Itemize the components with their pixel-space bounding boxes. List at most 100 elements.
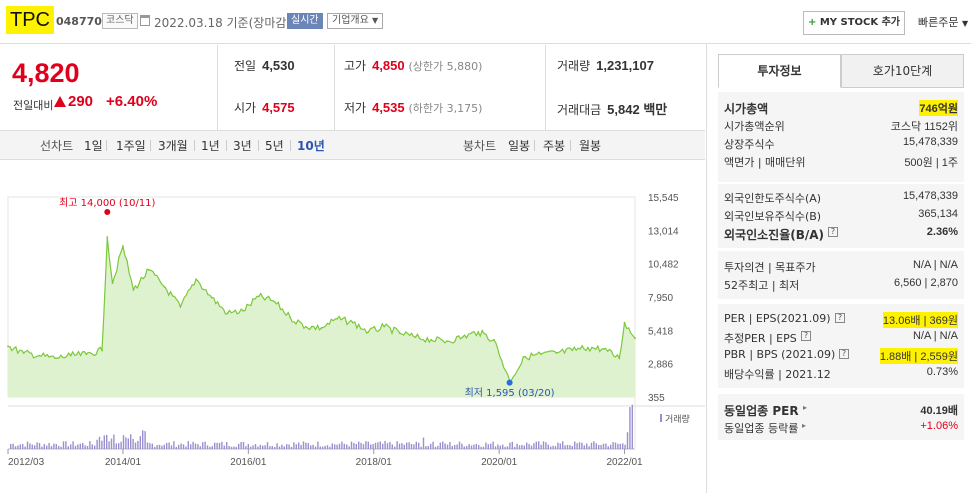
volume-bar <box>132 439 134 449</box>
info-value: N/A | N/A <box>912 259 958 271</box>
volume-bar <box>182 444 185 449</box>
volume-bar <box>168 442 170 449</box>
volume-bar <box>631 404 633 449</box>
info-key: PER | EPS(2021.09) <box>724 312 831 325</box>
volume-bar <box>398 443 401 449</box>
candle-monthly[interactable]: 월봉 <box>579 139 602 153</box>
info-key: 52주최고 | 최저 <box>724 279 800 292</box>
volume-bar <box>288 444 290 449</box>
period-1w[interactable]: 1주일 <box>116 139 146 153</box>
info-value: 15,478,339 <box>902 136 958 148</box>
volume-bar <box>209 446 211 449</box>
y-tick-label: 7,950 <box>648 293 673 304</box>
volume-bar <box>314 446 317 449</box>
volume-bar <box>331 443 333 449</box>
add-mystock-button[interactable]: + MY STOCK 추가 <box>803 11 905 35</box>
volume-bar <box>444 443 446 449</box>
volume-bar <box>610 444 612 449</box>
volume-bar <box>494 446 497 449</box>
volume-bar <box>180 443 182 449</box>
volume-bar <box>449 442 451 449</box>
period-10y[interactable]: 10년 <box>297 139 325 153</box>
volume-bar <box>319 446 321 449</box>
price-point <box>555 352 558 354</box>
base-date: 2022.03.18 기준(장마감) <box>154 16 292 30</box>
volume-bar <box>396 441 398 449</box>
volume-bar <box>264 445 266 449</box>
info-value: 1.88배 | 2,559원 <box>879 348 958 364</box>
volume-bar <box>480 446 482 449</box>
volume-bar <box>89 441 91 449</box>
stat-value: 4,530 <box>262 58 295 73</box>
tab-order-book[interactable]: 호가10단계 <box>841 54 964 88</box>
candle-weekly[interactable]: 주봉 <box>543 139 566 153</box>
volume-bar <box>403 444 405 449</box>
max-marker <box>104 209 111 215</box>
period-3m[interactable]: 3개월 <box>158 139 188 153</box>
price-point <box>587 346 589 349</box>
price-point <box>602 348 605 350</box>
quick-order-button[interactable]: 빠른주문 ▼ <box>918 14 968 30</box>
arrow-right-icon[interactable]: ▸ <box>803 403 808 412</box>
period-3y[interactable]: 3년 <box>233 139 252 153</box>
volume-bar <box>415 441 417 449</box>
price-point <box>540 353 542 356</box>
volume-bar <box>36 442 38 449</box>
section-foreign: 외국인한도주식수(A) 15,478,339 외국인보유주식수(B) 365,134 외… <box>718 184 964 248</box>
volume-bar <box>192 441 194 449</box>
volume-bar <box>24 446 26 449</box>
stat-label: 고가 <box>344 59 367 73</box>
volume-bar <box>161 445 163 449</box>
company-overview-dropdown[interactable]: 기업개요 ▼ <box>327 13 384 29</box>
volume-bar <box>134 442 137 449</box>
live-button[interactable]: 실시간 <box>287 13 323 29</box>
period-1d[interactable]: 1일 <box>84 139 103 153</box>
volume-bar <box>516 443 518 449</box>
volume-bar <box>202 442 204 449</box>
candle-daily[interactable]: 일봉 <box>508 139 531 153</box>
divider <box>226 140 227 151</box>
price-point <box>273 300 276 303</box>
volume-bar <box>420 446 422 449</box>
volume-bar <box>334 444 336 449</box>
volume-bar <box>605 443 607 449</box>
help-icon[interactable]: ? <box>801 331 811 341</box>
help-icon[interactable]: ? <box>828 227 838 237</box>
volume-bar <box>425 446 427 449</box>
volume-bar <box>487 444 489 449</box>
volume-bar <box>149 443 151 449</box>
tab-invest-info[interactable]: 투자정보 <box>718 54 841 88</box>
info-key: 동일업종 등락률 <box>724 422 799 435</box>
price-point <box>38 354 41 357</box>
info-key: 투자의견 | 목표주가 <box>724 261 816 274</box>
price-chart-svg: 15,545 13,014 10,482 7,950 5,418 2,886 355 2012… <box>7 193 705 468</box>
volume-bar <box>252 445 254 449</box>
arrow-right-icon[interactable]: ▸ <box>802 421 807 430</box>
volume-bar <box>554 446 557 449</box>
volume-bar <box>14 446 17 449</box>
price-point <box>54 357 56 360</box>
volume-bar <box>622 443 624 449</box>
divider <box>545 45 546 131</box>
period-5y[interactable]: 5년 <box>265 139 284 153</box>
price-point <box>7 345 9 348</box>
volume-bar <box>564 445 566 449</box>
volume-bar <box>55 444 57 449</box>
volume-bar <box>154 446 156 449</box>
period-1y[interactable]: 1년 <box>201 139 220 153</box>
price-point <box>623 321 626 324</box>
help-icon[interactable]: ? <box>839 349 849 359</box>
volume-bar <box>166 442 168 449</box>
volume-bar <box>142 430 144 449</box>
volume-bar <box>19 444 21 449</box>
info-key: 외국인소진율(B/A) <box>724 228 825 242</box>
price-point <box>618 357 621 360</box>
add-mystock-label: MY STOCK 추가 <box>819 17 901 28</box>
help-icon[interactable]: ? <box>835 313 845 323</box>
volume-bar <box>533 443 535 449</box>
volume-bar <box>144 431 146 449</box>
volume-bar <box>377 442 379 449</box>
volume-bar <box>586 443 588 449</box>
up-triangle-icon <box>54 96 66 107</box>
price-chart[interactable]: 15,545 13,014 10,482 7,950 5,418 2,886 355 2012… <box>0 160 705 493</box>
